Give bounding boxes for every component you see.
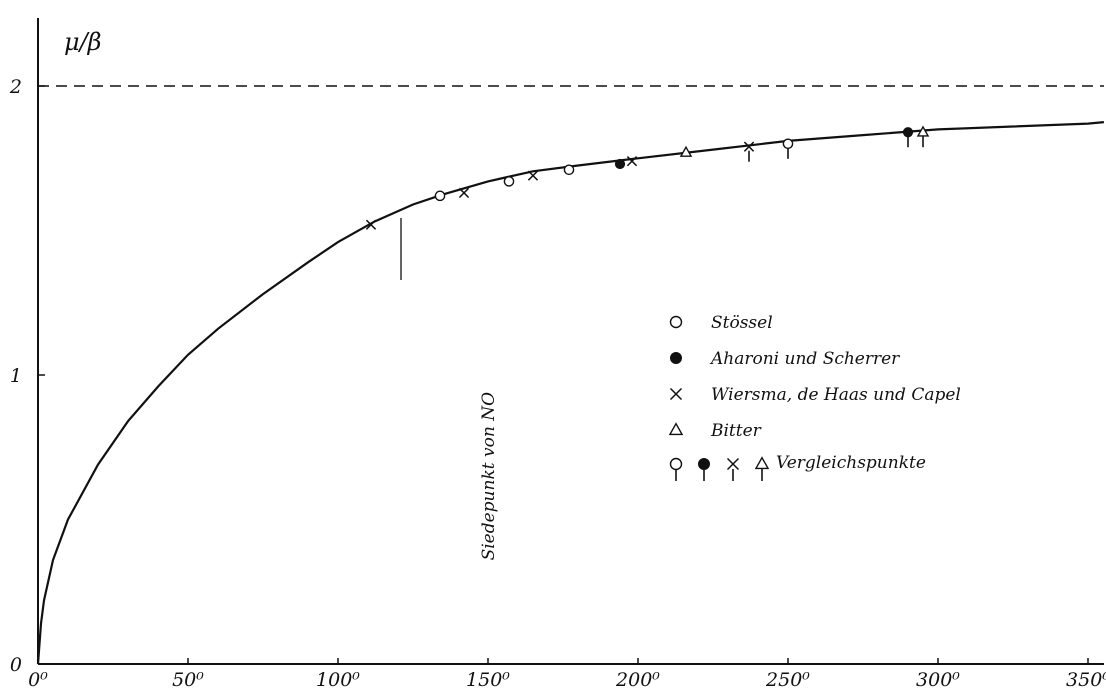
data-points xyxy=(365,125,930,230)
annotation-text: Siedepunkt von NO xyxy=(479,392,499,560)
annotation: Siedepunkt von NO xyxy=(400,218,499,560)
legend-label: Bitter xyxy=(710,421,762,441)
y-ticks: 0 1 2 xyxy=(9,76,45,676)
y-axis-label: μ/β xyxy=(64,28,102,56)
legend-marker-open-circle xyxy=(669,315,683,329)
x-tick-label: 250⁰ xyxy=(765,669,810,690)
data-point-open-triangle xyxy=(679,145,693,157)
legend-label: Wiersma, de Haas und Capel xyxy=(711,385,961,405)
y-tick-label: 2 xyxy=(9,76,22,98)
data-point-open-circle xyxy=(782,138,794,150)
data-point-cross xyxy=(458,187,470,199)
x-tick-label: 0⁰ xyxy=(28,669,48,690)
legend-comparison-open-circle xyxy=(669,457,683,471)
x-tick-label: 200⁰ xyxy=(615,669,660,690)
data-point-open-circle xyxy=(503,176,515,187)
x-tick-label: 300⁰ xyxy=(916,669,960,690)
legend: Stössel Aharoni und Scherrer Wiersma, de H… xyxy=(668,313,961,481)
legend-comparison-cross xyxy=(726,457,740,471)
legend-marker-open-triangle xyxy=(668,422,684,436)
x-tick-label: 100⁰ xyxy=(316,669,360,690)
legend-label: Vergleichspunkte xyxy=(776,453,926,473)
data-point-filled-circle xyxy=(902,127,914,138)
y-tick-label: 0 xyxy=(10,654,22,676)
x-tick-label: 50⁰ xyxy=(172,669,204,690)
data-point-cross xyxy=(365,219,377,230)
x-tick-label: 350⁰ xyxy=(1066,669,1106,690)
data-point-filled-circle xyxy=(614,158,626,170)
legend-comparison-filled-circle xyxy=(698,458,710,470)
y-tick-label: 1 xyxy=(10,365,22,387)
legend-comparison-open-triangle xyxy=(754,456,770,470)
data-point-open-circle xyxy=(563,164,575,176)
data-point-cross xyxy=(626,156,638,167)
x-tick-label: 150⁰ xyxy=(466,669,510,690)
data-point-cross xyxy=(743,141,755,152)
data-point-cross xyxy=(527,170,539,181)
data-point-open-triangle xyxy=(916,125,930,137)
legend-marker-cross xyxy=(669,387,683,401)
legend-label: Aharoni und Scherrer xyxy=(709,349,900,369)
legend-marker-filled-circle xyxy=(670,352,682,364)
data-point-open-circle xyxy=(434,190,446,202)
legend-label: Stössel xyxy=(711,313,773,333)
axes xyxy=(37,18,1104,665)
x-ticks: 0⁰50⁰100⁰150⁰200⁰250⁰300⁰350⁰K xyxy=(28,658,1106,690)
